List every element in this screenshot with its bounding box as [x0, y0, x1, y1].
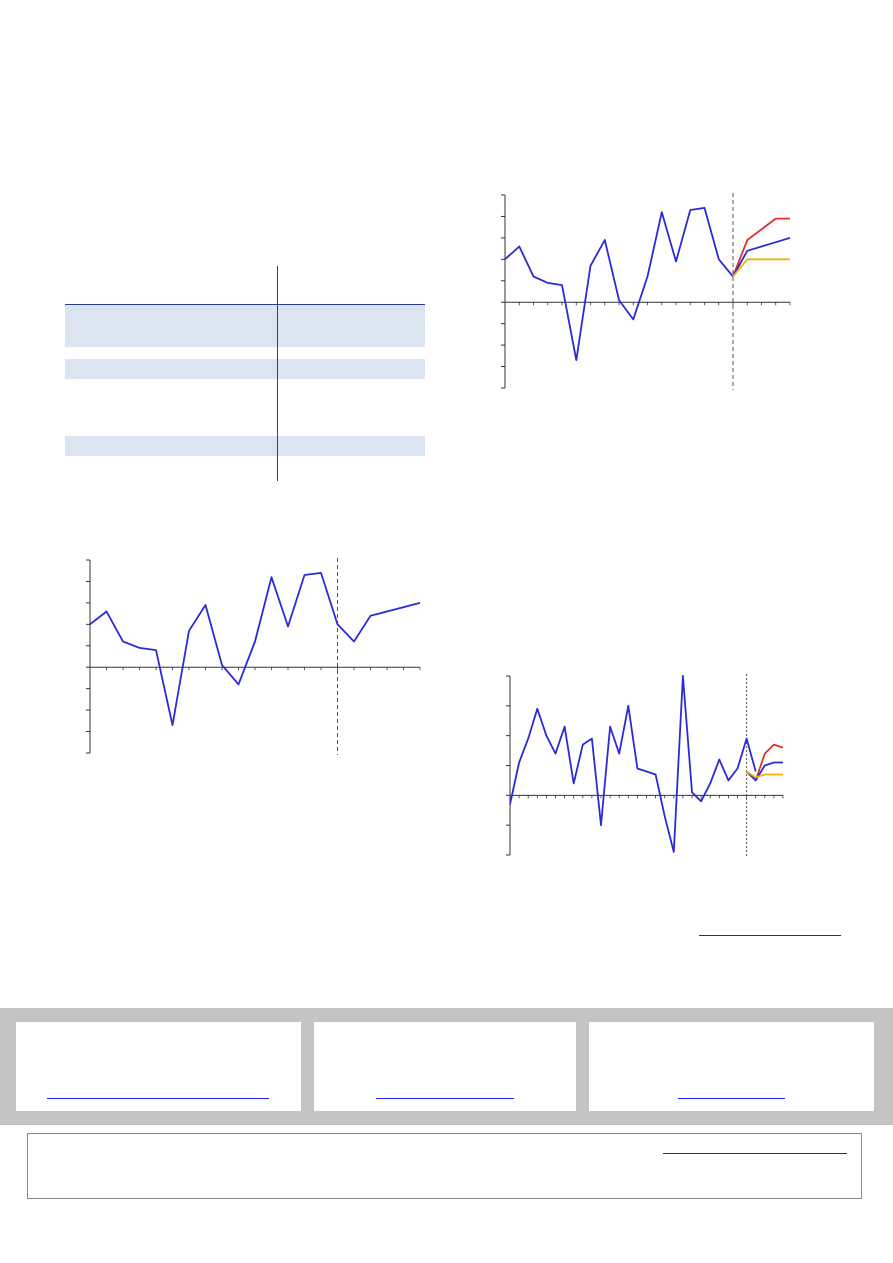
series-line-forecast_base	[732, 237, 791, 277]
series-line-forecast_low	[732, 258, 790, 278]
table-row-band	[65, 359, 425, 379]
footer-card-1-link[interactable]	[47, 1098, 269, 1099]
mid-page-link[interactable]	[699, 935, 841, 936]
footer-card-2	[314, 1022, 576, 1111]
table-header-rule	[65, 304, 425, 305]
table-row-band	[65, 436, 425, 456]
series-line-historical	[509, 675, 757, 853]
footer-card-3	[589, 1022, 874, 1111]
footer-card-3-link[interactable]	[678, 1098, 785, 1099]
footer-card-1	[16, 1022, 301, 1111]
footer-card-2-link[interactable]	[376, 1098, 514, 1099]
data-table	[65, 266, 425, 481]
series-line-forecast_low	[746, 770, 783, 779]
series-line-historical	[89, 571, 421, 727]
series-line-historical	[504, 206, 734, 362]
series-line-forecast_base	[745, 761, 783, 782]
series-line-forecast_high	[732, 217, 790, 277]
table-column-divider	[277, 266, 278, 481]
chart-historical-mid	[86, 558, 421, 755]
disclaimer-link[interactable]	[663, 1153, 847, 1154]
chart-forecast-scenarios-bottom	[506, 674, 784, 857]
table-row-band	[65, 304, 425, 347]
chart-forecast-scenarios-top	[501, 193, 791, 390]
disclaimer-box	[27, 1133, 862, 1199]
